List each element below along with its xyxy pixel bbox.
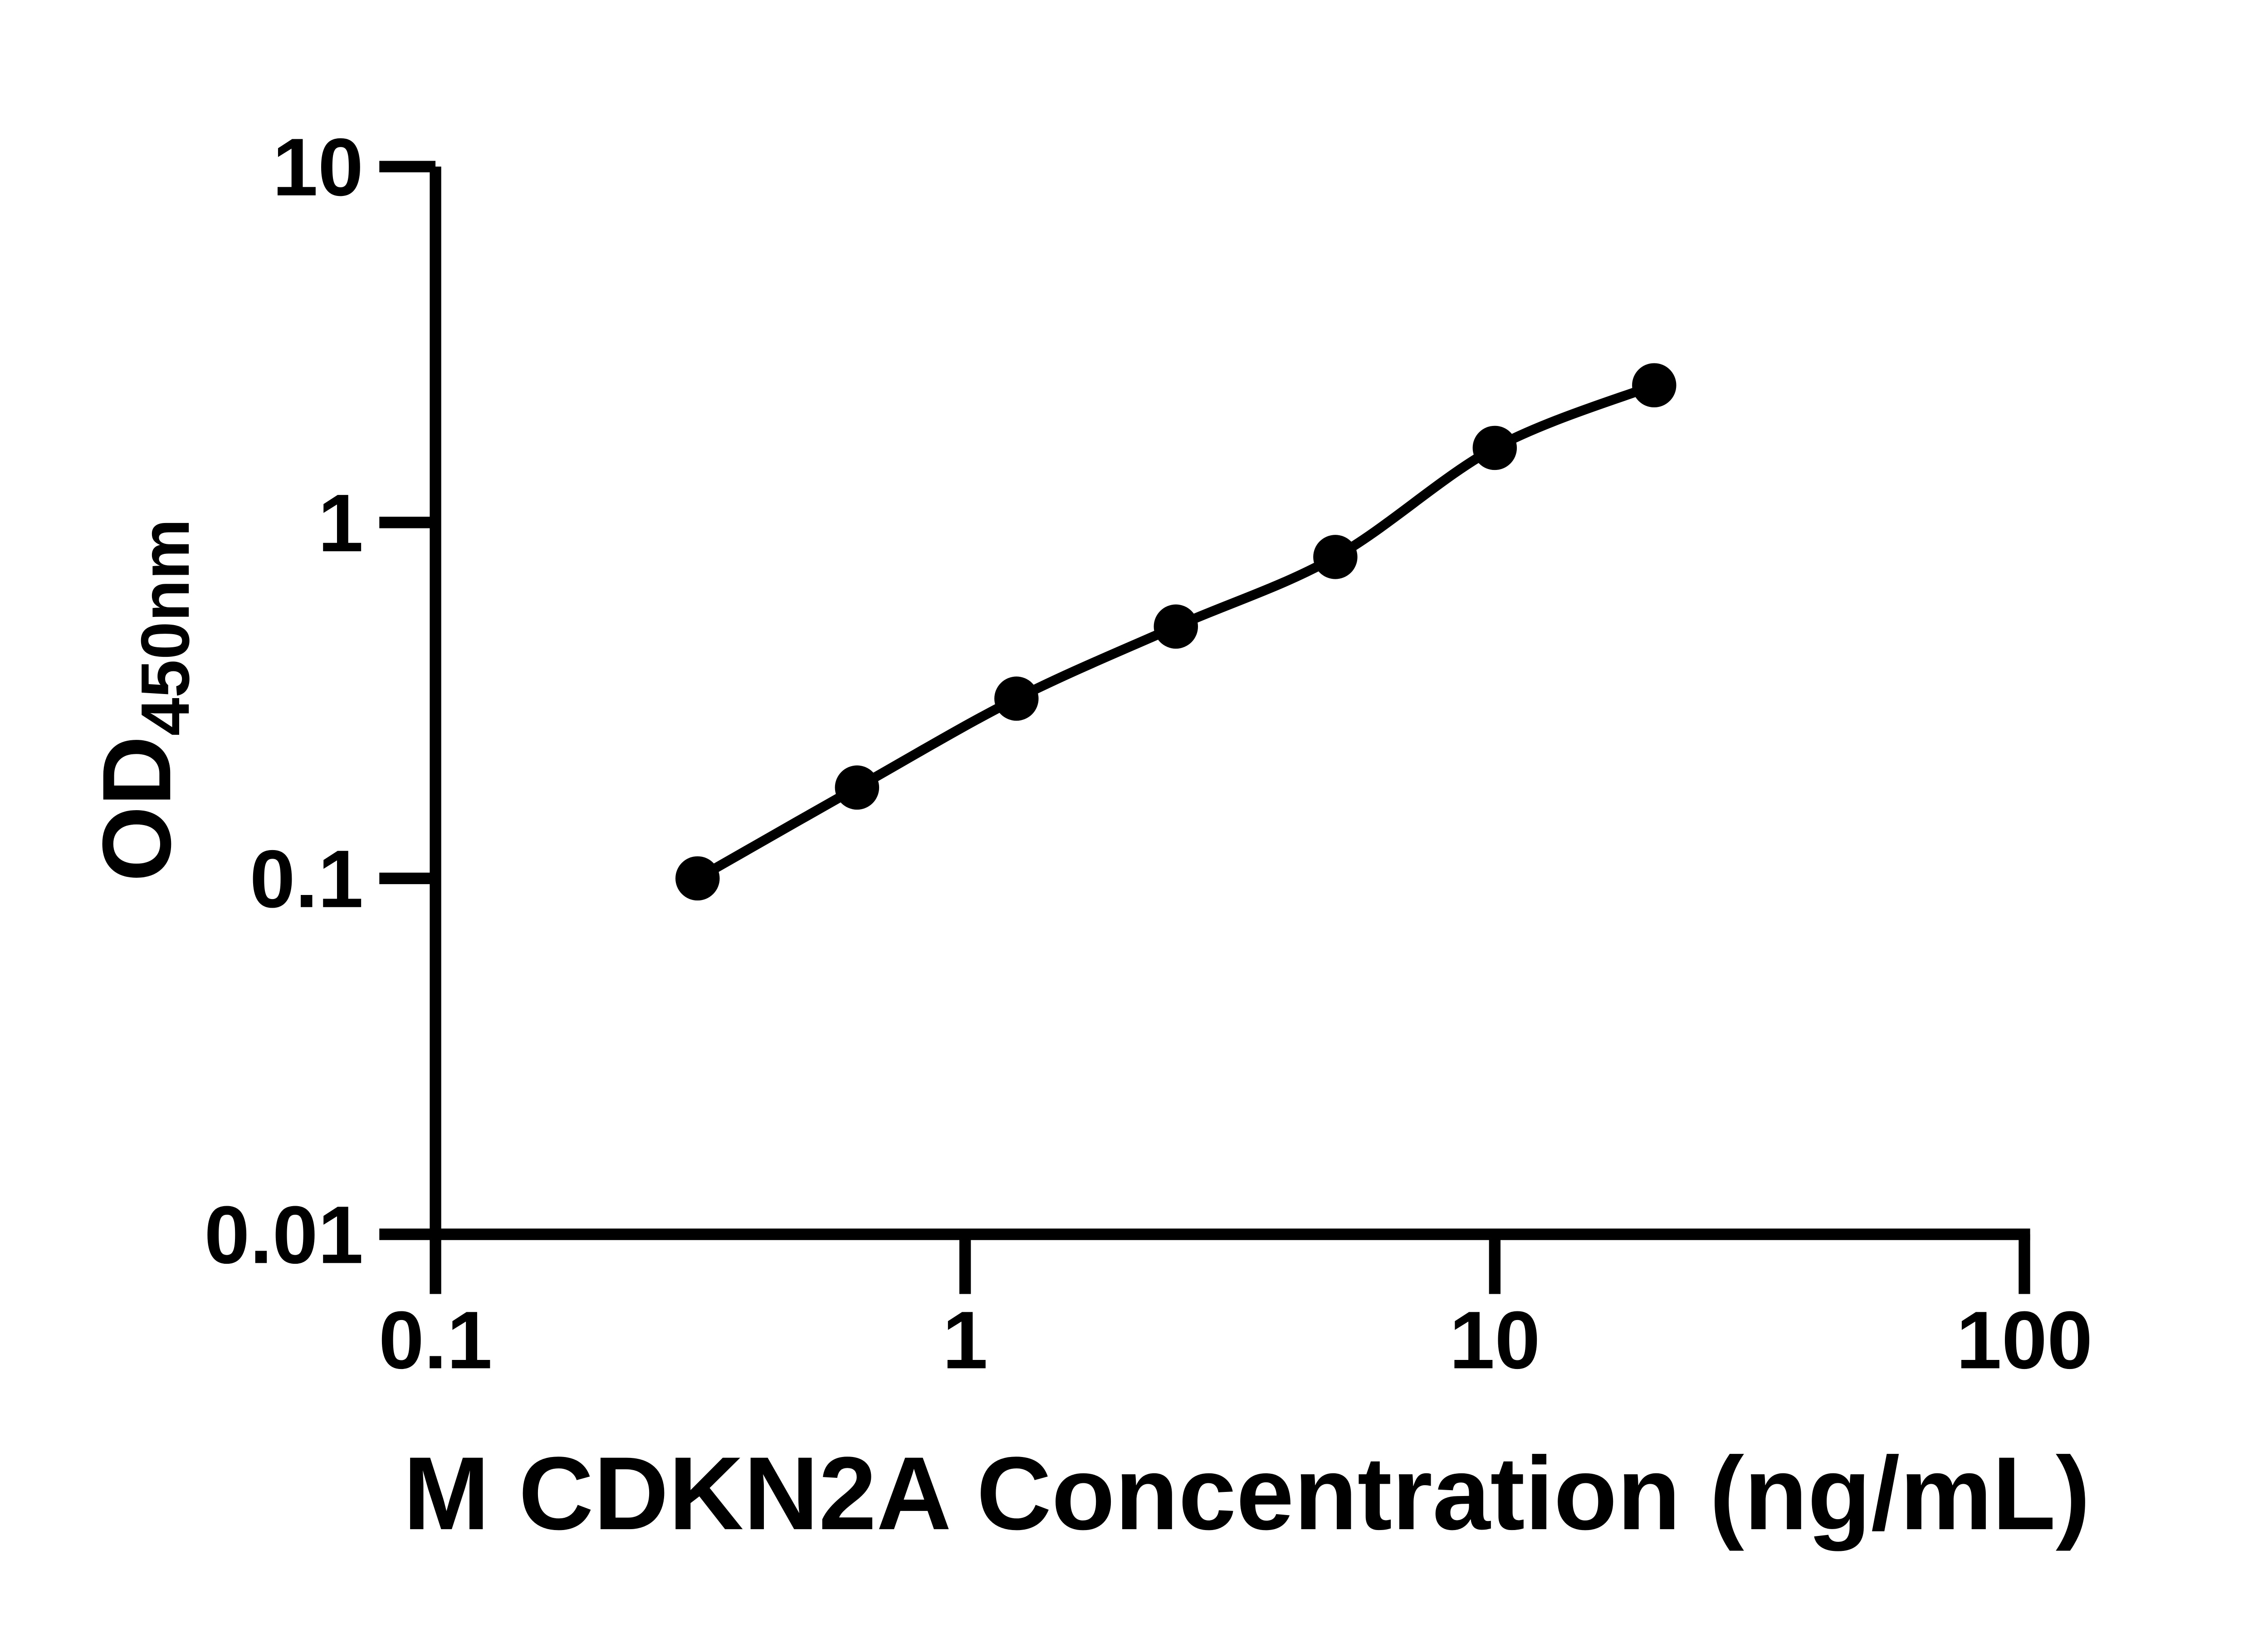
x-axis-title: M CDKN2A Concentration (ng/mL) xyxy=(403,1435,2090,1551)
y-tick-label: 0.1 xyxy=(250,834,364,925)
data-point-marker xyxy=(835,765,880,810)
data-point-marker xyxy=(994,676,1039,721)
x-axis: 0.1 1 10 100 xyxy=(379,1228,2093,1386)
data-point-marker xyxy=(1632,363,1677,408)
y-axis: 10 1 0.1 0.01 xyxy=(204,122,441,1281)
x-tick-label: 1 xyxy=(943,1295,988,1386)
x-tick-label: 10 xyxy=(1449,1295,1540,1386)
data-point-marker xyxy=(1313,535,1358,579)
y-axis-title-subscript: 450nm xyxy=(127,519,204,736)
data-point-marker xyxy=(1472,425,1517,470)
data-point-marker xyxy=(675,856,720,901)
x-tick-label: 100 xyxy=(1956,1295,2093,1386)
y-axis-title-main: OD xyxy=(83,736,191,882)
y-tick-label: 0.01 xyxy=(204,1189,363,1281)
x-tick-label: 0.1 xyxy=(379,1295,493,1386)
data-points xyxy=(675,363,1677,901)
y-tick-label: 10 xyxy=(273,122,364,213)
y-axis-title: OD450nm xyxy=(83,519,204,882)
data-point-marker xyxy=(1154,604,1198,649)
y-tick-label: 1 xyxy=(318,478,363,569)
